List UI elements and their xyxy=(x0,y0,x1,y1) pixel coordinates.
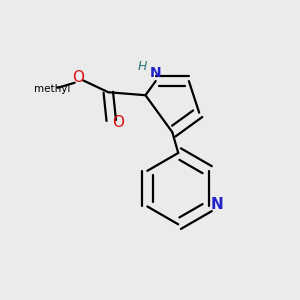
Text: N: N xyxy=(211,197,224,212)
Text: N: N xyxy=(150,66,161,80)
Text: O: O xyxy=(112,115,124,130)
Text: H: H xyxy=(138,60,147,73)
Text: methyl: methyl xyxy=(34,84,70,94)
Text: O: O xyxy=(72,70,84,85)
